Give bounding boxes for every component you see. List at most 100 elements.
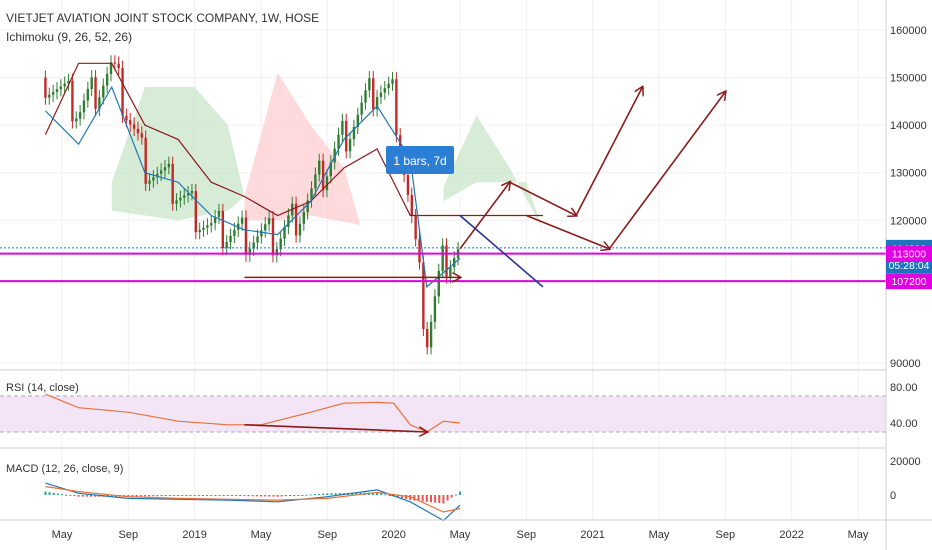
rsi-divergence-arrow: [244, 424, 426, 432]
candle-body: [175, 200, 178, 204]
trend-line[interactable]: [459, 214, 544, 288]
candle-body: [329, 162, 333, 177]
candle-body: [117, 63, 120, 68]
macd-histogram-bar: [239, 495, 242, 497]
candle-body: [171, 163, 174, 204]
macd-histogram-bar: [139, 495, 142, 497]
candle-body: [406, 174, 410, 195]
candle-body: [379, 92, 383, 98]
macd-histogram-bar: [313, 494, 316, 496]
symbol-title: VIETJET AVIATION JOINT STOCK COMPANY, 1W…: [6, 11, 319, 25]
candle-body: [352, 126, 356, 140]
x-tick-label: 2019: [182, 529, 206, 541]
macd-histogram-bar: [371, 492, 374, 495]
price-tag-text: 107200: [891, 276, 926, 288]
macd-histogram-bar: [450, 495, 453, 498]
drawings[interactable]: [0, 87, 886, 288]
candle-body: [152, 177, 155, 181]
candle-body: [125, 115, 128, 121]
candle-body: [71, 80, 74, 122]
candle-body: [75, 118, 78, 122]
x-tick-label: May: [52, 529, 73, 541]
macd-histogram-bar: [110, 495, 113, 497]
candle-body: [63, 83, 66, 87]
macd-histogram-bar: [85, 495, 88, 497]
macd-histogram-bar: [201, 495, 204, 496]
macd-histogram-bar: [376, 492, 379, 495]
macd-histogram-bar: [384, 494, 387, 496]
candle-body: [437, 270, 440, 297]
candle-body: [426, 328, 429, 348]
macd-histogram-bar: [156, 495, 159, 497]
candle-body: [449, 267, 452, 277]
candle-body: [167, 163, 171, 168]
macd-histogram-bar: [69, 495, 72, 496]
macd-histogram-bar: [152, 495, 155, 497]
drawn-arrow[interactable]: [526, 214, 609, 249]
candle-body: [190, 191, 194, 194]
macd-histogram-bar: [380, 493, 383, 495]
candle-body: [198, 229, 201, 233]
candle-body: [156, 173, 159, 178]
candle-body: [368, 78, 371, 91]
candle-body: [422, 262, 425, 329]
macd-histogram-bar: [454, 494, 457, 496]
price-tag: 113000: [886, 245, 932, 262]
macd-histogram-bar: [289, 495, 292, 496]
price-tag-text: 113000: [892, 249, 926, 261]
macd-histogram-bar: [94, 495, 97, 497]
candle-body: [356, 114, 360, 127]
macd-histogram-bar: [318, 493, 321, 495]
candle-body: [129, 120, 132, 125]
drawn-arrow[interactable]: [509, 181, 576, 215]
macd-histogram-bar: [193, 495, 196, 496]
candle-body: [395, 79, 398, 136]
price-tick-label: 160000: [890, 25, 927, 37]
candle-body: [59, 86, 63, 90]
price-tick-label: 140000: [890, 120, 927, 132]
drawn-arrow[interactable]: [608, 92, 725, 250]
x-tick-label: May: [450, 529, 471, 541]
macd-histogram-bar: [421, 495, 424, 502]
candle-body: [399, 135, 402, 156]
macd-histogram-bar: [272, 495, 275, 497]
macd-histogram-bar: [322, 493, 325, 495]
candle-body: [44, 77, 47, 98]
rsi-tick-label: 80.00: [890, 382, 918, 394]
drawn-arrow[interactable]: [459, 182, 510, 250]
x-tick-label: Sep: [318, 529, 338, 541]
sub-panes: [0, 393, 886, 522]
macd-histogram-bar: [206, 495, 209, 496]
candle-body: [210, 223, 213, 226]
x-tick-label: Sep: [517, 529, 537, 541]
candle-body: [264, 224, 267, 231]
macd-histogram-bar: [48, 492, 51, 495]
price-tag: 107200: [886, 273, 932, 290]
macd-histogram-bar: [425, 495, 428, 502]
candle-body: [240, 217, 244, 224]
cloud-area: [244, 72, 361, 226]
candle-body: [159, 170, 163, 174]
candle-body: [337, 134, 340, 149]
macd-histogram-bar: [168, 495, 171, 496]
macd-histogram-bar: [409, 495, 412, 501]
macd-histogram-bar: [417, 495, 420, 501]
macd-histogram-bar: [243, 495, 246, 497]
macd-histogram-bar: [438, 495, 441, 504]
candle-body: [221, 210, 225, 249]
macd-histogram-bar: [260, 495, 262, 497]
macd-histogram-bar: [127, 495, 130, 497]
macd-histogram-bar: [297, 495, 300, 496]
drawn-arrow[interactable]: [575, 87, 642, 216]
candle-body: [348, 139, 352, 152]
ichimoku-label: Ichimoku (9, 26, 52, 26): [6, 30, 132, 44]
candle-body: [55, 89, 59, 92]
macd-histogram-bar: [280, 495, 283, 497]
candle-body: [48, 94, 51, 98]
candle-body: [306, 200, 309, 213]
candle-body: [294, 203, 298, 236]
macd-histogram-bar: [442, 495, 445, 504]
